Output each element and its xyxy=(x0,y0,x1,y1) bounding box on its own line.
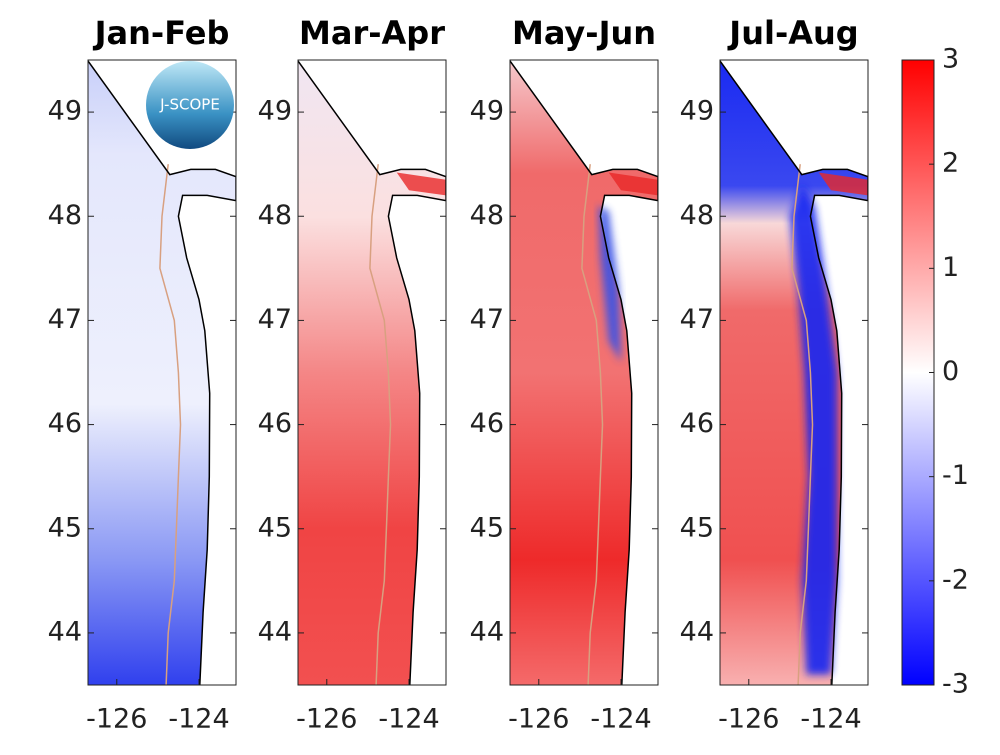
strait-anomaly xyxy=(396,172,446,196)
ocean-field xyxy=(298,61,446,685)
x-tick-label: -126 xyxy=(718,704,779,735)
strait-anomaly xyxy=(818,172,868,196)
isobath xyxy=(791,164,814,685)
y-tick-label: 45 xyxy=(258,512,292,543)
panel-frame xyxy=(87,59,237,686)
y-tick-label: 44 xyxy=(258,616,292,647)
y-tick-label: 45 xyxy=(48,512,82,543)
colorbar-tick-label: 1 xyxy=(942,252,959,283)
y-tick-label: 46 xyxy=(680,408,714,439)
map-panel xyxy=(88,60,236,685)
colorbar-tick-label: -3 xyxy=(942,669,969,700)
colorbar-tick-label: 3 xyxy=(942,44,959,75)
y-tick-label: 49 xyxy=(470,96,504,127)
y-tick-label: 45 xyxy=(470,512,504,543)
y-tick-label: 45 xyxy=(680,512,714,543)
coastline xyxy=(298,60,446,685)
isobath xyxy=(159,164,182,685)
y-tick-label: 48 xyxy=(470,200,504,231)
coastline xyxy=(510,60,658,685)
x-tick-label: -124 xyxy=(378,704,439,735)
panel-frame xyxy=(297,59,447,686)
colorbar-tick-label: 0 xyxy=(942,356,959,387)
y-tick-label: 46 xyxy=(48,408,82,439)
colorbar xyxy=(901,59,935,686)
coastline xyxy=(720,60,868,685)
isobath xyxy=(581,164,604,685)
y-tick-label: 47 xyxy=(680,304,714,335)
y-tick-label: 49 xyxy=(258,96,292,127)
ocean-field xyxy=(88,61,236,685)
x-tick-label: -124 xyxy=(800,704,861,735)
x-tick-label: -124 xyxy=(590,704,651,735)
x-tick-label: -126 xyxy=(86,704,147,735)
strait-anomaly xyxy=(608,172,658,196)
ocean-field xyxy=(510,61,658,685)
panel-title: Mar-Apr xyxy=(299,14,445,52)
panel-title: Jul-Aug xyxy=(727,14,858,52)
colorbar-tick-label: -2 xyxy=(942,564,969,595)
panel-title: Jan-Feb xyxy=(93,14,230,52)
coastline xyxy=(88,60,236,685)
y-tick-label: 49 xyxy=(48,96,82,127)
isobath xyxy=(369,164,392,685)
coastal-anomaly xyxy=(789,185,838,675)
y-tick-label: 48 xyxy=(258,200,292,231)
x-tick-label: -124 xyxy=(168,704,229,735)
colorbar-tick-label: -1 xyxy=(942,460,969,491)
y-tick-label: 48 xyxy=(48,200,82,231)
panel-frame xyxy=(719,59,869,686)
y-tick-label: 44 xyxy=(48,616,82,647)
panel-frame xyxy=(509,59,659,686)
x-tick-label: -126 xyxy=(296,704,357,735)
x-tick-label: -126 xyxy=(508,704,569,735)
y-tick-label: 46 xyxy=(470,408,504,439)
colorbar-tick-label: 2 xyxy=(942,148,959,179)
y-tick-label: 44 xyxy=(470,616,504,647)
y-tick-label: 49 xyxy=(680,96,714,127)
coastal-anomaly xyxy=(598,205,621,363)
map-panel xyxy=(510,60,658,685)
map-panel xyxy=(720,60,868,685)
y-tick-label: 47 xyxy=(48,304,82,335)
y-tick-label: 46 xyxy=(258,408,292,439)
logo-text: J-SCOPE xyxy=(159,96,220,114)
y-tick-label: 47 xyxy=(258,304,292,335)
logo xyxy=(146,61,234,149)
y-tick-label: 48 xyxy=(680,200,714,231)
map-panel xyxy=(298,60,446,685)
y-tick-label: 47 xyxy=(470,304,504,335)
panel-title: May-Jun xyxy=(512,14,656,52)
y-tick-label: 44 xyxy=(680,616,714,647)
